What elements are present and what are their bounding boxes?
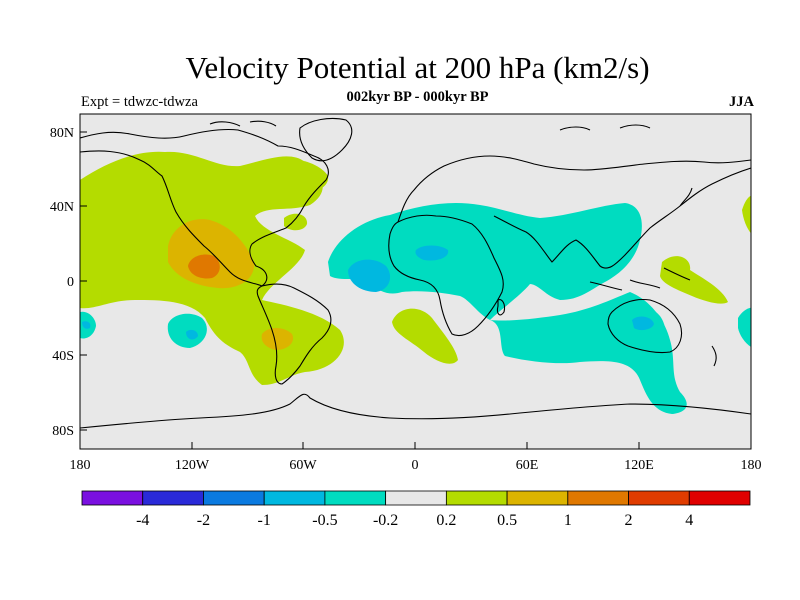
colorbar-swatch bbox=[324, 490, 387, 506]
x-tick-label: 120E bbox=[624, 458, 654, 473]
experiment-label: Expt = tdwzc-tdwza bbox=[81, 94, 198, 110]
coast-south-america bbox=[256, 283, 332, 385]
positive-region-0-5-e-pacific bbox=[168, 219, 255, 289]
colorbar: -4 -2 -1 -0.5 -0.2 0.2 0.5 1 2 4 bbox=[81, 490, 751, 529]
positive-region-atlantic-small bbox=[284, 213, 308, 231]
positive-region-s-atlantic bbox=[392, 308, 458, 364]
colorbar-swatch bbox=[142, 490, 204, 506]
x-axis bbox=[79, 442, 752, 449]
colorbar-label: -1 bbox=[258, 512, 271, 529]
coast-africa bbox=[388, 214, 504, 337]
coast-arctic-islands bbox=[209, 120, 651, 131]
x-tick-labels: 180 120W 60W 0 60E 120E 180 bbox=[70, 458, 762, 473]
x-tick-label: 180 bbox=[741, 458, 762, 473]
season-label: JJA bbox=[729, 94, 754, 110]
colorbar-swatch bbox=[81, 490, 144, 506]
colorbar-swatch bbox=[688, 490, 751, 506]
colorbar-label: 1 bbox=[564, 512, 572, 529]
y-tick-label: 80S bbox=[52, 424, 74, 439]
y-tick-label: 80N bbox=[50, 126, 74, 141]
x-tick-label: 60W bbox=[289, 458, 317, 473]
colorbar-swatch bbox=[203, 490, 265, 506]
colorbar-swatch bbox=[445, 490, 508, 506]
colorbar-label: 0.2 bbox=[436, 512, 456, 529]
colorbar-label: -0.2 bbox=[373, 512, 398, 529]
y-tick-label: 40N bbox=[50, 200, 74, 215]
x-tick-label: 0 bbox=[412, 458, 419, 473]
x-tick-label: 180 bbox=[70, 458, 91, 473]
map-subtitle: 002kyr BP - 000kyr BP bbox=[346, 89, 489, 105]
coast-madagascar bbox=[496, 299, 506, 316]
negative-region-east-edge bbox=[738, 307, 751, 347]
y-tick-labels: 80N 40N 0 40S 80S bbox=[50, 126, 74, 439]
colorbar-label: -4 bbox=[136, 512, 149, 529]
colorbar-swatch bbox=[628, 490, 690, 506]
coast-north-america bbox=[80, 128, 329, 287]
colorbar-swatch bbox=[263, 490, 326, 506]
colorbar-swatch bbox=[567, 490, 629, 506]
y-tick-label: 0 bbox=[67, 275, 74, 290]
coast-asia-south bbox=[493, 167, 751, 269]
colorbar-swatch bbox=[385, 490, 447, 506]
x-tick-label: 60E bbox=[516, 458, 539, 473]
negative-region-0-5-atlantic bbox=[348, 259, 391, 292]
coast-indonesia bbox=[589, 267, 691, 291]
colorbar-label: 0.5 bbox=[497, 512, 517, 529]
coast-new-zealand bbox=[711, 345, 717, 367]
negative-region-0-5-australia bbox=[632, 316, 654, 331]
colorbar-swatch bbox=[506, 490, 569, 506]
positive-region-0-5-s-america bbox=[261, 328, 294, 350]
negative-region-pacific-1 bbox=[167, 313, 207, 348]
negative-region-0-5-west-edge bbox=[82, 321, 91, 329]
coast-australia bbox=[607, 298, 683, 354]
y-tick-label: 40S bbox=[52, 349, 74, 364]
coast-europe bbox=[397, 155, 751, 223]
contour-fill-layer bbox=[80, 151, 751, 414]
negative-region-0-5-sahara bbox=[415, 245, 449, 261]
map-title: Velocity Potential at 200 hPa (km2/s) bbox=[185, 50, 650, 85]
coast-greenland bbox=[299, 117, 353, 162]
x-tick-label: 120W bbox=[175, 458, 210, 473]
colorbar-label: 2 bbox=[625, 512, 633, 529]
coast-antarctica bbox=[80, 393, 751, 429]
coastlines bbox=[80, 117, 751, 429]
positive-region-1-core bbox=[188, 254, 220, 279]
coast-japan bbox=[679, 187, 693, 207]
negative-region-0-5-pacific bbox=[186, 329, 198, 340]
colorbar-label: -0.5 bbox=[312, 512, 337, 529]
positive-region-w-pacific bbox=[660, 256, 728, 304]
positive-region-east-edge bbox=[742, 195, 751, 234]
colorbar-label: 4 bbox=[685, 512, 693, 529]
y-axis bbox=[80, 131, 87, 431]
colorbar-label: -2 bbox=[197, 512, 210, 529]
positive-region-n-atlantic bbox=[262, 159, 329, 195]
